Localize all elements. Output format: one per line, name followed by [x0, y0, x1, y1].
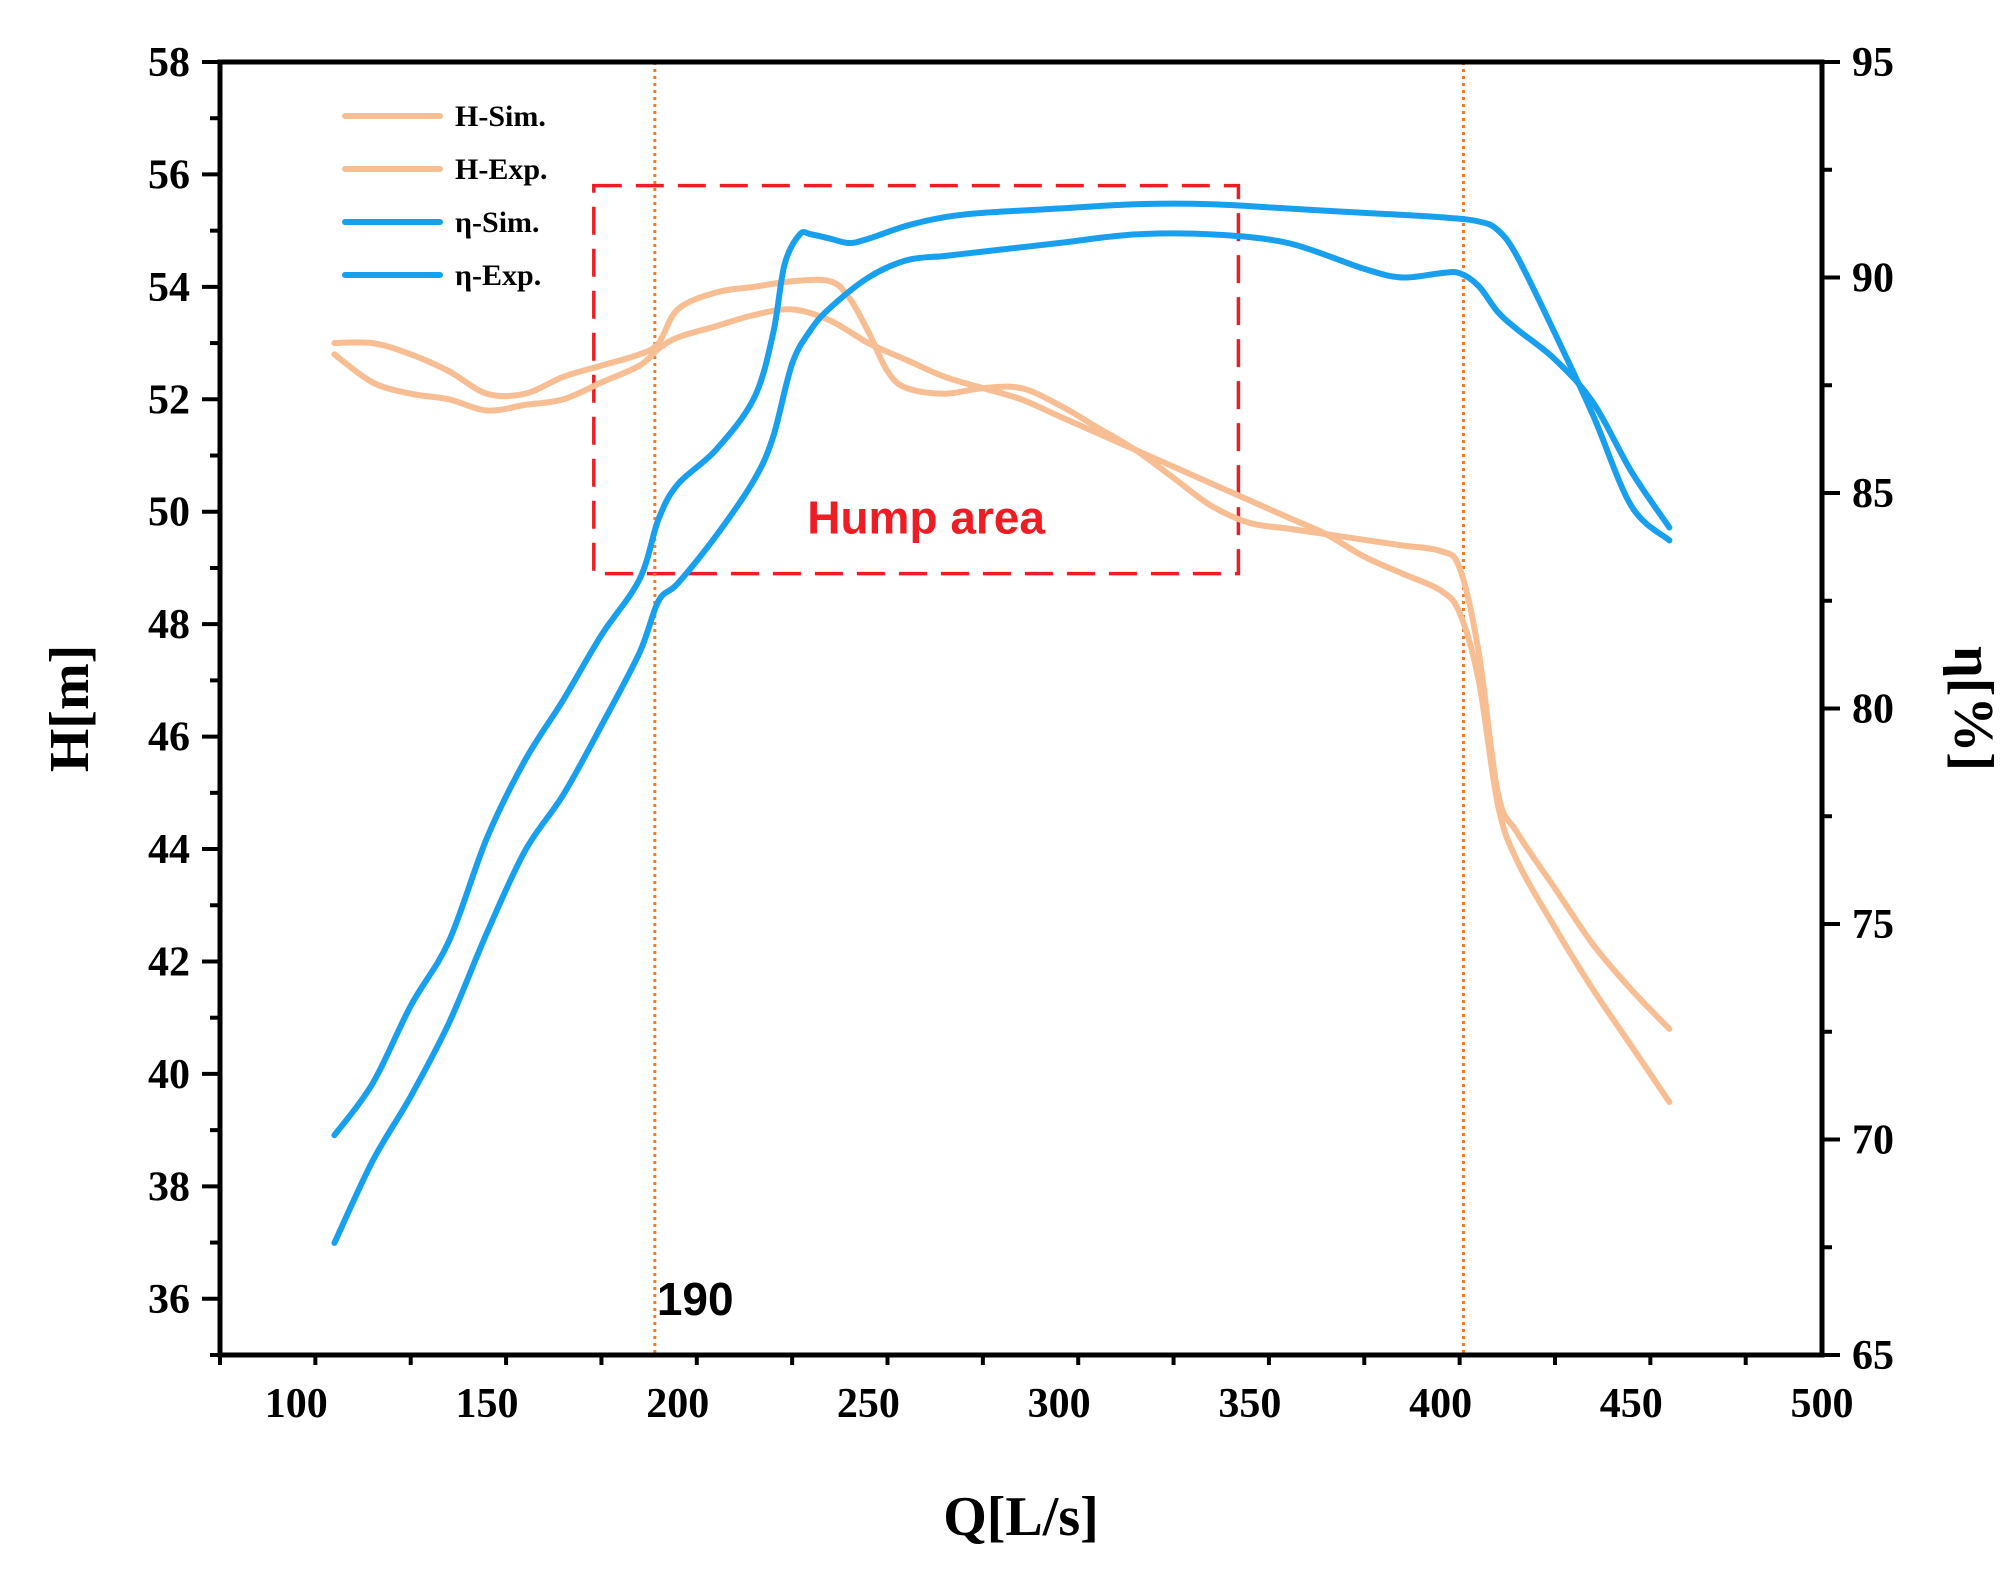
y-axis-title: H[m] — [39, 645, 101, 773]
series-line--exp — [331, 230, 1673, 1246]
x-axis-title: Q[L/s] — [943, 1486, 1099, 1548]
y-tick-label: 46 — [148, 715, 190, 761]
y-tick-label: 58 — [148, 40, 190, 86]
legend-label: η-Sim. — [455, 206, 540, 239]
y2-tick-label: 65 — [1852, 1333, 1894, 1379]
x-tick-label: 250 — [837, 1381, 900, 1427]
y2-tick-label: 85 — [1852, 471, 1894, 517]
series-line-h-exp — [331, 306, 1673, 1105]
x-tick-label: 300 — [1028, 1381, 1091, 1427]
y-tick-label: 44 — [148, 827, 190, 873]
y-tick-label: 56 — [148, 152, 190, 198]
y-tick-label: 48 — [148, 602, 190, 648]
legend-label: η-Exp. — [455, 259, 541, 292]
series-group — [331, 200, 1673, 1246]
x-tick-label: 500 — [1791, 1381, 1854, 1427]
y2-tick-label: 80 — [1852, 687, 1894, 733]
y2-tick-label: 95 — [1852, 40, 1894, 86]
annotation-190: 190 — [657, 1273, 734, 1325]
y2-tick-label: 70 — [1852, 1118, 1894, 1164]
reference-lines — [653, 62, 1465, 1355]
y-tick-label: 40 — [148, 1052, 190, 1098]
x-tick-label: 200 — [646, 1381, 709, 1427]
y2-tick-label: 90 — [1852, 256, 1894, 302]
y-tick-label: 52 — [148, 377, 190, 423]
y-tick-label: 38 — [148, 1164, 190, 1210]
x-tick-label: 150 — [456, 1381, 519, 1427]
y-tick-label: 36 — [148, 1277, 190, 1323]
x-tick-label: 450 — [1600, 1381, 1663, 1427]
y2-tick-label: 75 — [1852, 902, 1894, 948]
x-tick-label: 400 — [1409, 1381, 1472, 1427]
hump-area-label: Hump area — [807, 491, 1045, 543]
series-line--sim — [331, 200, 1673, 1139]
y-tick-label: 50 — [148, 490, 190, 536]
text-group: Q[L/s] H[m] η[%] Hump area 190 — [39, 491, 2004, 1548]
plot-frame — [217, 59, 1825, 1358]
legend-label: H-Exp. — [455, 153, 548, 186]
hump-area-box — [592, 183, 1241, 576]
y-tick-label: 42 — [148, 939, 190, 985]
y2-axis-title: η[%] — [1942, 646, 2004, 771]
x-tick-label: 100 — [265, 1381, 328, 1427]
legend: H-Sim. H-Exp. η-Sim. η-Exp. — [342, 100, 548, 292]
hump-area-group — [592, 183, 1241, 576]
x-tick-label: 350 — [1218, 1381, 1281, 1427]
series-line-h-sim — [331, 276, 1673, 1032]
legend-label: H-Sim. — [455, 100, 546, 133]
y-tick-label: 54 — [148, 265, 190, 311]
axes-group: 100 150 200 250 300 350 400 450 500 36 38 40 42 44 46 4… — [148, 40, 1894, 1427]
